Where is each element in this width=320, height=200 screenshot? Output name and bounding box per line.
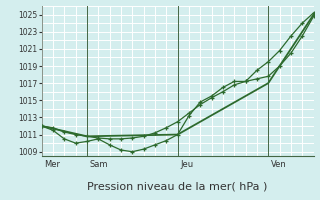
- Text: Jeu: Jeu: [180, 160, 194, 169]
- Text: Ven: Ven: [271, 160, 287, 169]
- Text: Pression niveau de la mer( hPa ): Pression niveau de la mer( hPa ): [87, 182, 268, 192]
- Text: Mer: Mer: [44, 160, 60, 169]
- Text: Sam: Sam: [90, 160, 108, 169]
